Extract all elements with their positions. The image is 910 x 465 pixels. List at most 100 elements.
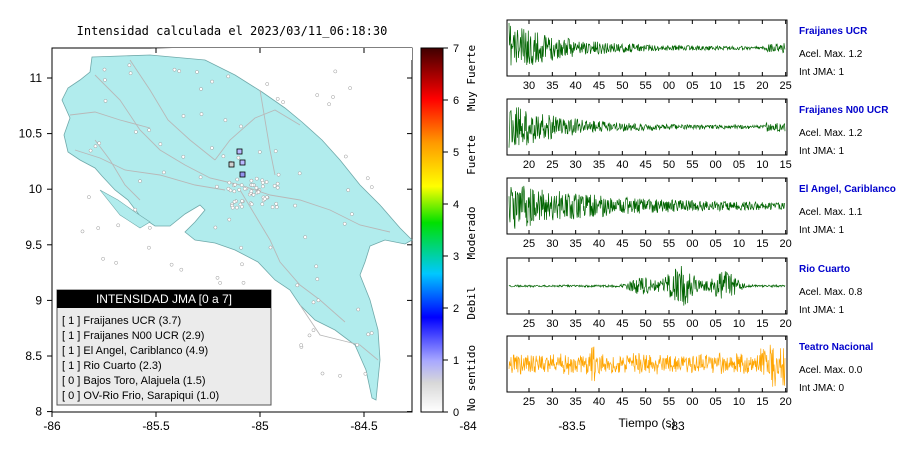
waveform-line [508, 22, 786, 66]
waveform-tick-label: 20 [523, 159, 535, 171]
town-dot [265, 82, 270, 86]
town-dot [268, 245, 273, 250]
town-dot [240, 262, 244, 267]
waveform-tick-label: 15 [780, 159, 792, 171]
town-dot [239, 124, 243, 129]
town-dot [101, 256, 105, 261]
town-dot [103, 78, 107, 82]
waveform-tick-label: 40 [593, 318, 605, 330]
legend-title: INTENSIDAD JMA [0 a 7] [96, 292, 232, 306]
legend-item: [ 0 ] Bajos Toro, Alajuela (1.5) [62, 375, 206, 387]
town-dot [172, 67, 177, 72]
waveform-tick-label: 15 [756, 318, 768, 330]
colorbar-label-debil: Debil [465, 286, 478, 319]
town-dot [333, 69, 338, 74]
town-dot [102, 67, 107, 72]
waveform-tick-label: 30 [546, 238, 558, 250]
waveform-tick-label: 45 [593, 80, 605, 92]
map-y-tick-label: 10.5 [19, 127, 43, 141]
town-dot [272, 184, 277, 188]
town-dot [299, 343, 304, 347]
waveform-tick-label: 20 [756, 80, 768, 92]
town-dot [215, 275, 220, 280]
town-dot [226, 74, 231, 79]
town-dot [223, 118, 228, 122]
town-dot [199, 87, 203, 91]
waveform-tick-label: 35 [546, 80, 558, 92]
waveform-line [508, 344, 786, 387]
station-name: Teatro Nacional [799, 342, 873, 353]
colorbar-tick-label: 3 [453, 251, 459, 263]
town-dot [315, 277, 320, 281]
town-dot [133, 207, 138, 212]
station-acel-max: Acel. Max. 1.2 [799, 128, 863, 139]
town-dot [147, 225, 152, 230]
town-dot [239, 183, 244, 187]
town-dot [275, 185, 280, 190]
waveform-tick-label: 45 [616, 396, 628, 408]
waveform-tick-label: 10 [733, 238, 745, 250]
waveform-tick-label: 00 [710, 159, 722, 171]
waveform-tick-label: 55 [663, 396, 675, 408]
waveform-tick-label: 10 [733, 396, 745, 408]
town-dot [276, 172, 281, 177]
map-title: Intensidad calculada el 2023/03/11_06:18… [77, 24, 388, 38]
town-dot [215, 184, 219, 189]
town-dot [147, 245, 151, 250]
town-dot [97, 141, 102, 146]
town-dot [274, 205, 279, 209]
town-dot [256, 190, 261, 194]
map-y-tick-label: 9 [35, 293, 42, 307]
colorbar-tick-label: 5 [453, 147, 459, 159]
town-dot [240, 204, 244, 209]
town-dot [213, 225, 218, 230]
town-dot [169, 262, 174, 267]
colorbar-label-moderado: Moderado [465, 207, 478, 260]
town-dot [177, 69, 182, 73]
town-dot [307, 333, 312, 338]
town-dot [355, 343, 360, 347]
town-dot [236, 155, 241, 160]
colorbar-tick-label: 7 [453, 43, 459, 55]
town-dot [365, 176, 370, 181]
town-dot [254, 186, 259, 190]
town-dot [232, 189, 237, 194]
waveform-tick-label: 05 [710, 396, 722, 408]
waveform-tick-label: 45 [616, 318, 628, 330]
town-dot [261, 184, 265, 189]
town-dot [210, 79, 214, 84]
town-dot [297, 171, 302, 176]
waveform-tick-label: 35 [570, 318, 582, 330]
map-y-tick-label: 8 [35, 405, 42, 419]
town-dot [114, 260, 118, 265]
town-markers [80, 63, 374, 378]
map-x-tick-label: -84 [459, 419, 477, 433]
town-dot [316, 298, 321, 303]
colorbar-tick-label: 6 [453, 95, 459, 107]
station-name: El Angel, Cariblanco [799, 184, 896, 195]
town-dot [327, 102, 331, 107]
waveform-tick-label: 15 [756, 238, 768, 250]
town-dot [293, 203, 297, 208]
map-x-tick-label: -83 [667, 419, 685, 433]
colorbar-label-no-sentido: No sentido [465, 345, 478, 411]
town-dot [162, 170, 166, 175]
waveform-tick-label: 15 [733, 80, 745, 92]
waveform-tick-label: 25 [523, 318, 535, 330]
town-dot [254, 176, 259, 181]
waveform-panel: 30 35 40 45 50 55 00 05 10 15 20 25 Fraijanes UCR Ace… [506, 19, 868, 92]
waveform-tick-label: 30 [570, 159, 582, 171]
waveform-tick-label: 25 [780, 80, 792, 92]
town-dot [342, 221, 347, 226]
town-dot [116, 223, 121, 228]
colorbar-label-fuerte: Fuerte [465, 135, 478, 175]
map-y-tick-label: 9.5 [25, 238, 42, 252]
station-int-jma: Int JMA: 1 [799, 146, 844, 157]
waveform-tick-label: 25 [523, 396, 535, 408]
town-dot [314, 264, 319, 269]
station-acel-max: Acel. Max. 1.2 [799, 49, 863, 60]
station-int-jma: Int JMA: 1 [799, 305, 844, 316]
town-dot [343, 154, 348, 159]
waveform-tick-label: 55 [663, 318, 675, 330]
colorbar-tick-label: 2 [453, 303, 459, 315]
